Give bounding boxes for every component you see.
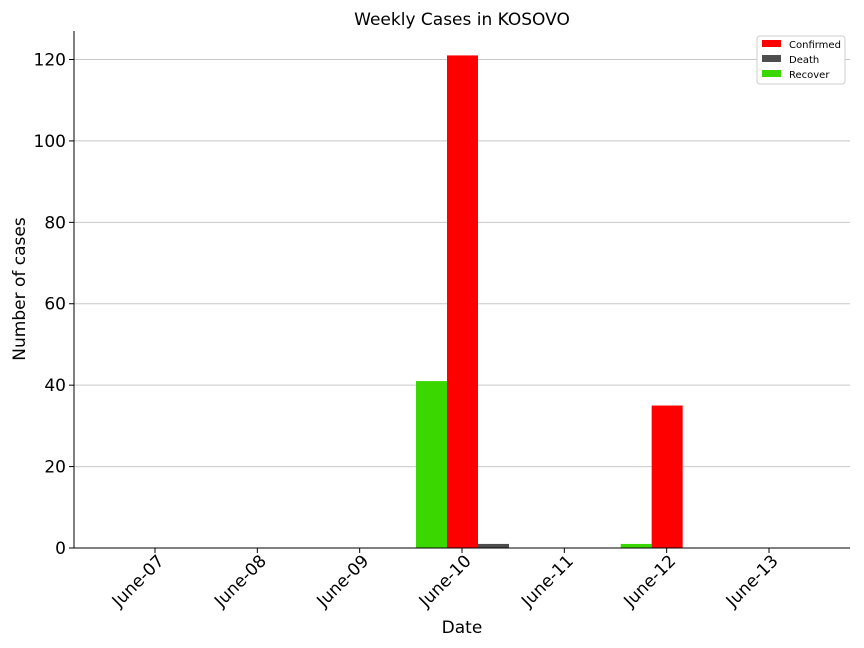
y-tick-label: 0 bbox=[55, 539, 66, 559]
x-ticks: June-07 June-08 June-09 June-10 June-11 June-… bbox=[108, 548, 783, 612]
legend-label-recover: Recover bbox=[789, 70, 830, 81]
x-tick-label: June-09 bbox=[313, 551, 374, 612]
x-tick-label: June-13 bbox=[722, 551, 783, 612]
bar-recover-june-10 bbox=[416, 381, 447, 548]
legend-swatch-death bbox=[762, 55, 781, 62]
bar-confirmed-june-10 bbox=[447, 55, 478, 548]
bars bbox=[416, 55, 683, 548]
x-axis-label: Date bbox=[442, 618, 483, 638]
legend: Confirmed Death Recover bbox=[756, 35, 846, 85]
chart-title: Weekly Cases in KOSOVO bbox=[354, 10, 570, 30]
y-axis-label: Number of cases bbox=[10, 217, 30, 361]
y-tick-label: 40 bbox=[44, 376, 66, 396]
legend-swatch-confirmed bbox=[762, 40, 781, 47]
bar-death-june-10 bbox=[478, 543, 509, 548]
x-tick-label: June-10 bbox=[415, 551, 476, 612]
legend-label-confirmed: Confirmed bbox=[789, 40, 841, 51]
x-tick-label: June-12 bbox=[620, 551, 681, 612]
bar-confirmed-june-12 bbox=[651, 405, 683, 548]
x-tick-label: June-07 bbox=[108, 551, 169, 612]
x-tick-label: June-08 bbox=[210, 551, 271, 612]
legend-label-death: Death bbox=[789, 55, 819, 66]
y-tick-label: 120 bbox=[34, 50, 66, 70]
y-ticks: 0 20 40 60 80 100 120 bbox=[34, 50, 74, 559]
x-tick-label: June-11 bbox=[517, 551, 578, 612]
y-tick-label: 20 bbox=[44, 458, 66, 478]
y-tick-label: 80 bbox=[44, 213, 66, 233]
legend-swatch-recover bbox=[762, 70, 781, 77]
bar-recover-june-12 bbox=[620, 543, 652, 548]
y-tick-label: 100 bbox=[34, 132, 66, 152]
y-tick-label: 60 bbox=[44, 295, 66, 315]
